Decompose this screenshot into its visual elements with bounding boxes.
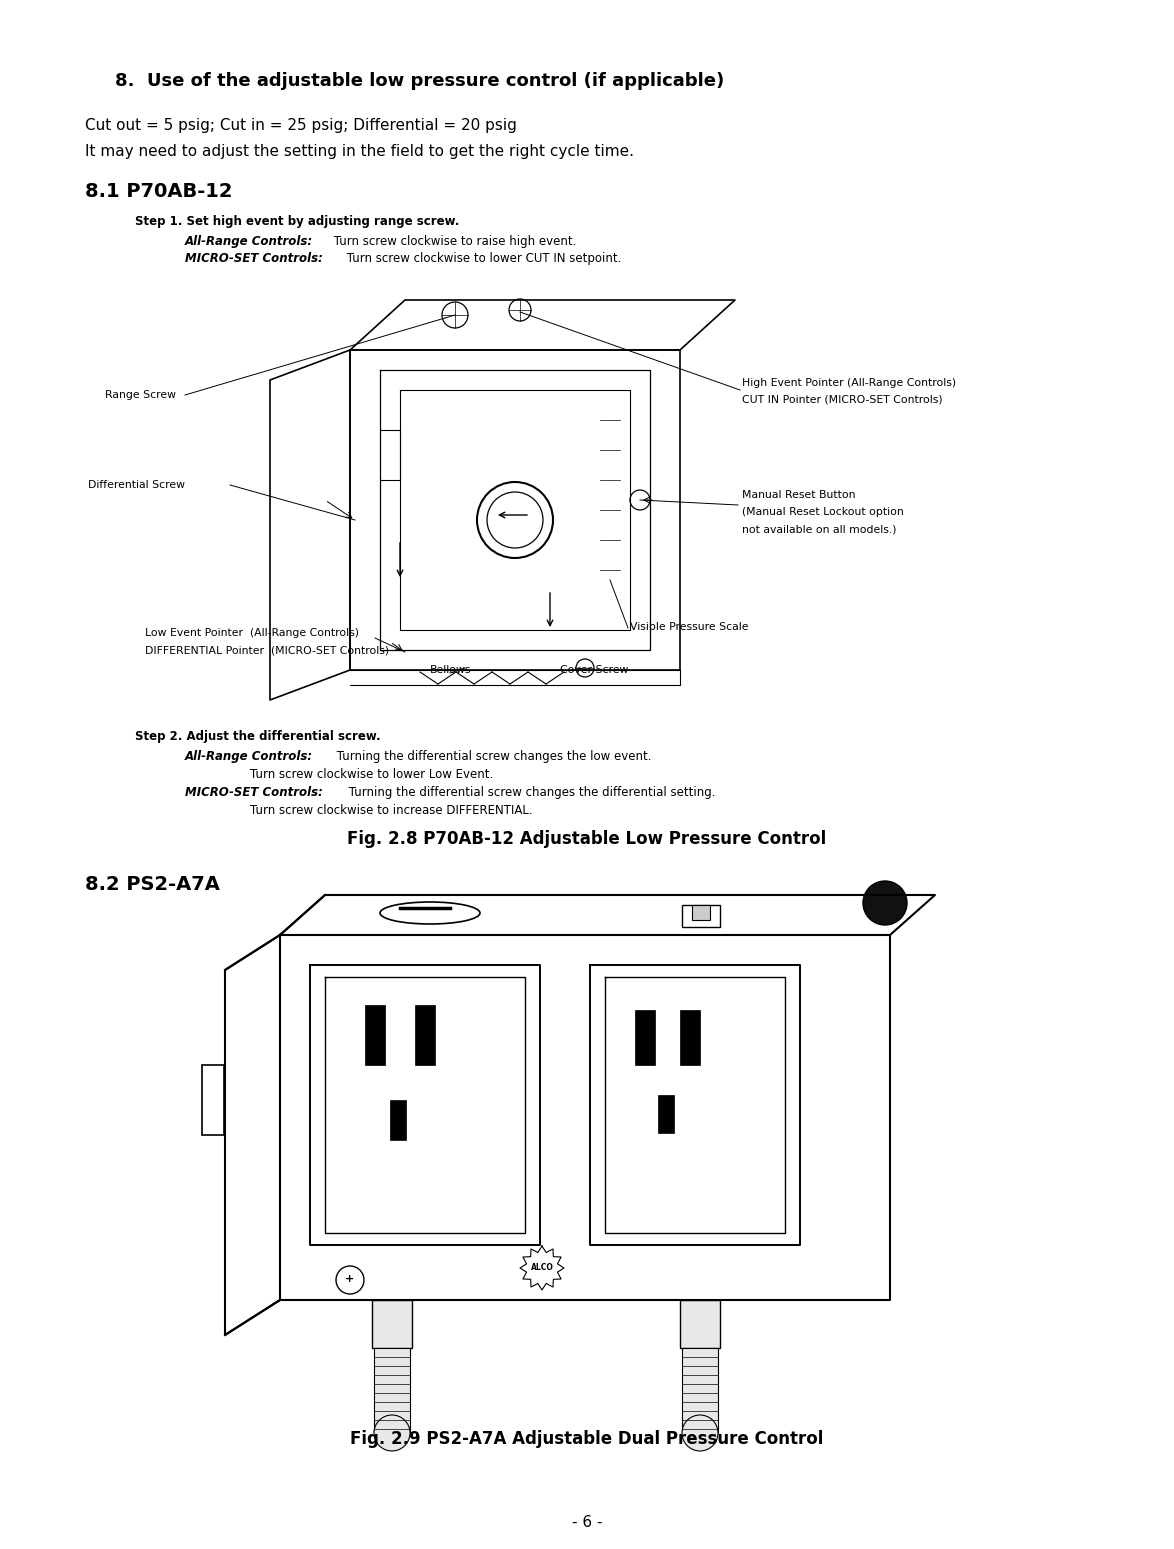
- Text: not available on all models.): not available on all models.): [742, 524, 897, 534]
- Text: Turn screw clockwise to lower CUT IN setpoint.: Turn screw clockwise to lower CUT IN set…: [343, 252, 621, 265]
- Text: MICRO-SET Controls:: MICRO-SET Controls:: [185, 252, 323, 265]
- Bar: [635, 1010, 655, 1066]
- Text: Turning the differential screw changes the differential setting.: Turning the differential screw changes t…: [345, 785, 715, 799]
- Text: Range Screw: Range Screw: [104, 390, 176, 400]
- Text: Turn screw clockwise to raise high event.: Turn screw clockwise to raise high event…: [330, 235, 576, 248]
- Bar: [372, 1300, 412, 1348]
- Bar: [682, 1348, 718, 1433]
- Text: DIFFERENTIAL Pointer  (MICRO-SET Controls): DIFFERENTIAL Pointer (MICRO-SET Controls…: [146, 644, 389, 655]
- Text: (Manual Reset Lockout option: (Manual Reset Lockout option: [742, 507, 904, 517]
- Bar: [375, 1348, 410, 1433]
- Text: Fig. 2.9 PS2-A7A Adjustable Dual Pressure Control: Fig. 2.9 PS2-A7A Adjustable Dual Pressur…: [350, 1430, 824, 1448]
- Text: Turn screw clockwise to lower Low Event.: Turn screw clockwise to lower Low Event.: [250, 768, 493, 781]
- Text: ALCO: ALCO: [531, 1264, 553, 1272]
- Bar: [202, 1066, 224, 1135]
- Text: 8.  Use of the adjustable low pressure control (if applicable): 8. Use of the adjustable low pressure co…: [115, 71, 724, 90]
- Text: Step 1. Set high event by adjusting range screw.: Step 1. Set high event by adjusting rang…: [135, 215, 459, 228]
- Bar: [680, 1010, 700, 1066]
- Bar: [390, 1100, 406, 1140]
- Text: It may need to adjust the setting in the field to get the right cycle time.: It may need to adjust the setting in the…: [85, 144, 634, 160]
- Text: All-Range Controls:: All-Range Controls:: [185, 750, 313, 764]
- Text: Visible Pressure Scale: Visible Pressure Scale: [630, 623, 749, 632]
- Text: MICRO-SET Controls:: MICRO-SET Controls:: [185, 785, 323, 799]
- Text: Low Event Pointer  (All-Range Controls): Low Event Pointer (All-Range Controls): [146, 627, 359, 638]
- Text: CUT IN Pointer (MICRO-SET Controls): CUT IN Pointer (MICRO-SET Controls): [742, 395, 943, 404]
- Text: Turning the differential screw changes the low event.: Turning the differential screw changes t…: [333, 750, 652, 764]
- Bar: [680, 1300, 720, 1348]
- Bar: [691, 905, 710, 920]
- Text: Cover Screw: Cover Screw: [560, 665, 628, 675]
- Text: - 6 -: - 6 -: [572, 1515, 602, 1530]
- Circle shape: [863, 881, 908, 925]
- Circle shape: [375, 1414, 410, 1451]
- Text: Manual Reset Button: Manual Reset Button: [742, 489, 856, 500]
- Text: Bellows: Bellows: [430, 665, 472, 675]
- Text: Differential Screw: Differential Screw: [88, 480, 185, 489]
- Text: 8.1 P70AB-12: 8.1 P70AB-12: [85, 181, 232, 201]
- Text: +: +: [345, 1273, 355, 1284]
- Text: High Event Pointer (All-Range Controls): High Event Pointer (All-Range Controls): [742, 378, 956, 387]
- Bar: [657, 1095, 674, 1132]
- Bar: [682, 905, 720, 926]
- Text: Cut out = 5 psig; Cut in = 25 psig; Differential = 20 psig: Cut out = 5 psig; Cut in = 25 psig; Diff…: [85, 118, 517, 133]
- Text: Step 2. Adjust the differential screw.: Step 2. Adjust the differential screw.: [135, 730, 380, 744]
- Text: 8.2 PS2-A7A: 8.2 PS2-A7A: [85, 875, 220, 894]
- Text: All-Range Controls:: All-Range Controls:: [185, 235, 313, 248]
- Text: Turn screw clockwise to increase DIFFERENTIAL.: Turn screw clockwise to increase DIFFERE…: [250, 804, 533, 816]
- Bar: [365, 1005, 385, 1066]
- Circle shape: [682, 1414, 718, 1451]
- Text: Fig. 2.8 P70AB-12 Adjustable Low Pressure Control: Fig. 2.8 P70AB-12 Adjustable Low Pressur…: [348, 830, 826, 847]
- Bar: [414, 1005, 436, 1066]
